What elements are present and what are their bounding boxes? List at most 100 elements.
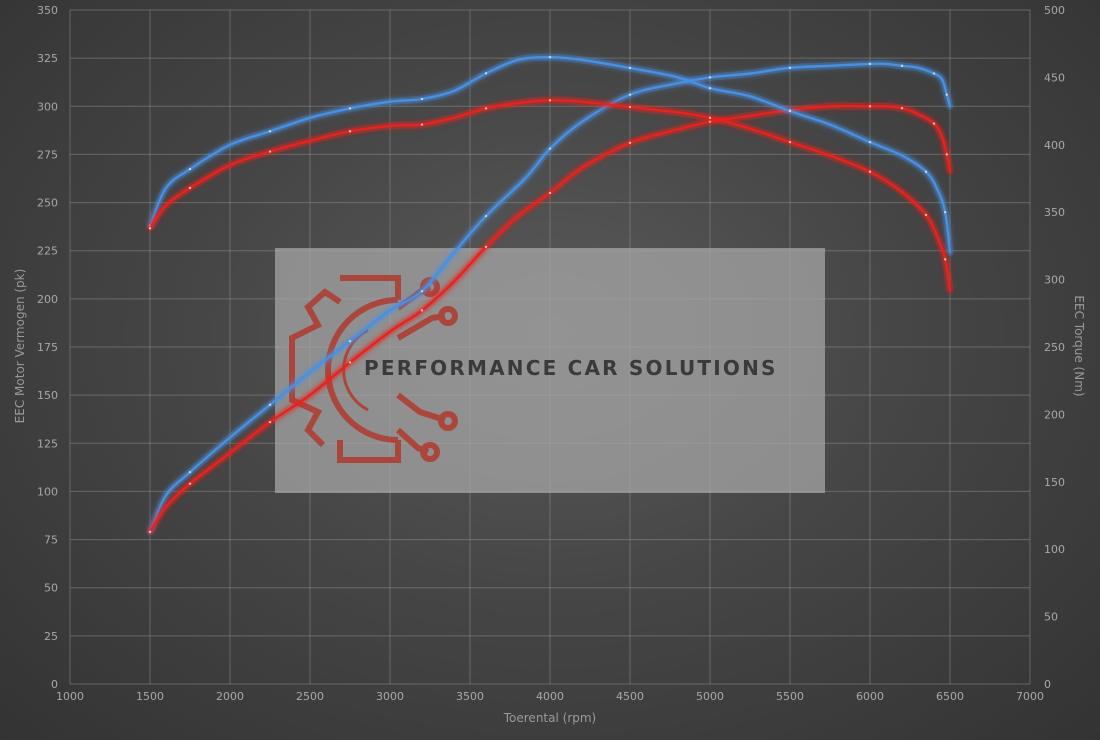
data-point (944, 211, 947, 214)
y-tick-label: 350 (37, 4, 58, 17)
series-0 (146, 60, 954, 536)
series-3 (146, 96, 954, 294)
x-tick-label: 6500 (936, 690, 964, 703)
y2-tick-label: 0 (1044, 678, 1051, 691)
y-tick-label: 125 (37, 437, 58, 450)
y2-tick-label: 400 (1044, 139, 1065, 152)
y2-tick-label: 150 (1044, 476, 1065, 489)
y2-tick-label: 100 (1044, 543, 1065, 556)
x-tick-label: 3500 (456, 690, 484, 703)
data-point (868, 170, 872, 173)
x-tick-label: 1000 (56, 690, 84, 703)
data-point (708, 76, 712, 79)
data-point (788, 140, 792, 144)
data-point (945, 93, 948, 96)
data-point (924, 213, 928, 217)
data-point (548, 147, 552, 150)
data-point (348, 361, 352, 364)
data-point (900, 107, 904, 110)
data-point (548, 55, 552, 59)
data-point (420, 97, 424, 101)
data-point (268, 403, 272, 406)
data-point (868, 62, 872, 66)
data-point (708, 86, 712, 90)
data-point (868, 140, 872, 144)
x-tick-label: 6000 (856, 690, 884, 703)
data-point (188, 167, 192, 171)
series-1 (146, 102, 954, 536)
data-point (932, 72, 936, 75)
y-tick-label: 275 (37, 148, 58, 161)
x-tick-label: 7000 (1016, 690, 1044, 703)
series (146, 53, 954, 536)
y2-tick-label: 350 (1044, 206, 1065, 219)
x-axis-title: Toerental (rpm) (503, 711, 596, 725)
x-tick-label: 4000 (536, 690, 564, 703)
data-point (268, 130, 272, 133)
y-axis-title: EEC Motor Vermogen (pk) (13, 269, 27, 424)
x-tick-label: 4500 (616, 690, 644, 703)
y2-tick-label: 50 (1044, 611, 1058, 624)
y-tick-label: 250 (37, 197, 58, 210)
data-point (924, 170, 928, 173)
data-point (628, 141, 632, 145)
data-point (628, 93, 632, 96)
data-point (484, 107, 488, 110)
y-tick-label: 300 (37, 100, 58, 113)
watermark: PERFORMANCE CAR SOLUTIONS (275, 248, 825, 493)
data-point (484, 214, 488, 218)
watermark-text: PERFORMANCE CAR SOLUTIONS (364, 356, 778, 380)
x-tick-label: 3000 (376, 690, 404, 703)
x-tick-label: 5000 (696, 690, 724, 703)
series-2 (146, 53, 954, 257)
data-point (420, 289, 424, 293)
x-tick-label: 2000 (216, 690, 244, 703)
gear-circuit-logo-icon (289, 275, 458, 463)
data-point (268, 150, 272, 153)
data-point (788, 109, 792, 113)
data-point (628, 105, 632, 109)
y-tick-label: 200 (37, 293, 58, 306)
series-line (148, 99, 952, 292)
data-point (188, 470, 192, 474)
y-tick-label: 150 (37, 389, 58, 402)
data-point (548, 99, 552, 102)
data-point (188, 186, 192, 190)
y2-axis-title: EEC Torque (Nm) (1072, 295, 1086, 396)
data-point (945, 153, 948, 156)
data-point (348, 130, 352, 133)
data-point (708, 116, 712, 120)
data-point (788, 66, 792, 69)
series-line (148, 56, 952, 254)
y-tick-label: 75 (44, 534, 58, 547)
x-tick-label: 2500 (296, 690, 324, 703)
y2-tick-label: 450 (1044, 71, 1065, 84)
y2-tick-label: 200 (1044, 408, 1065, 421)
y2-tick-label: 500 (1044, 4, 1065, 17)
y2-tick-label: 250 (1044, 341, 1065, 354)
y-tick-label: 0 (51, 678, 58, 691)
y-tick-label: 175 (37, 341, 58, 354)
data-point (944, 258, 947, 261)
y-tick-label: 100 (37, 485, 58, 498)
data-point (148, 227, 152, 230)
watermark-panel (275, 248, 825, 493)
y-tick-label: 50 (44, 582, 58, 595)
data-point (708, 120, 712, 123)
y-tick-label: 225 (37, 245, 58, 258)
data-point (548, 191, 552, 195)
data-point (348, 340, 352, 343)
tick-labels: 1000 1500 2000 2500 3000 3500 4000 4500 5000 5500… (37, 4, 1065, 703)
data-point (628, 66, 632, 70)
series-line (148, 104, 952, 534)
data-point (420, 123, 424, 126)
series-line (148, 62, 952, 534)
data-point (188, 482, 192, 485)
data-point (900, 64, 904, 68)
data-point (484, 72, 488, 75)
data-point (420, 309, 424, 312)
data-point (484, 245, 488, 249)
data-point (868, 105, 872, 108)
data-point (932, 122, 936, 125)
